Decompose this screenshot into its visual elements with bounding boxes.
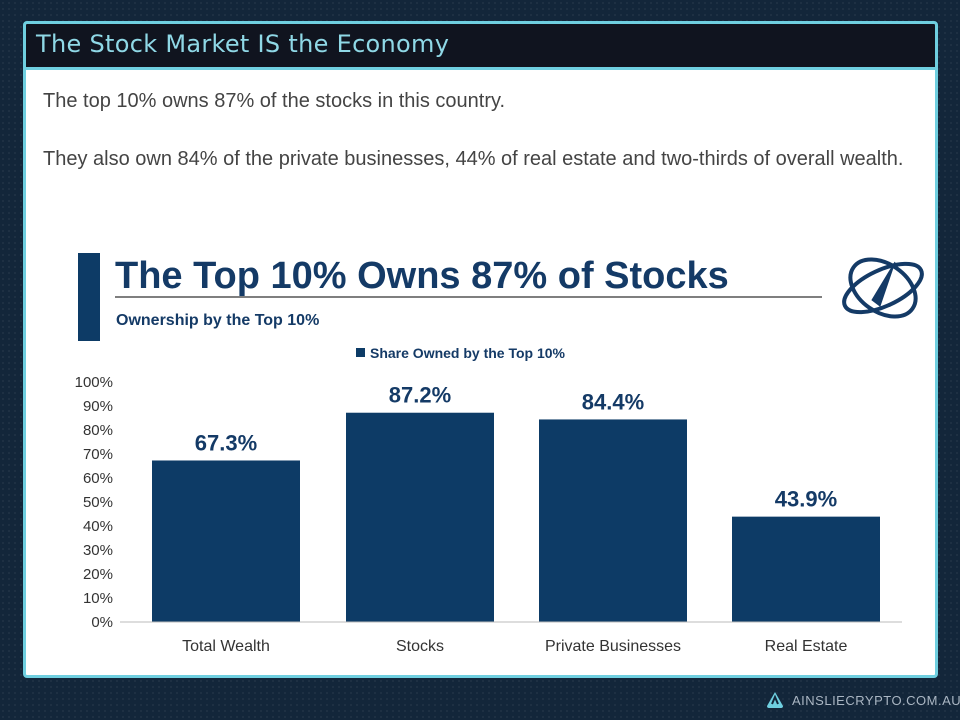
x-category-label: Total Wealth	[182, 638, 270, 655]
y-tick-label: 70%	[83, 446, 113, 463]
ainslie-logo-icon	[767, 692, 783, 708]
y-tick-label: 20%	[83, 566, 113, 583]
y-tick-label: 90%	[83, 398, 113, 415]
y-tick-label: 50%	[83, 494, 113, 511]
bar	[539, 419, 687, 622]
bar	[732, 516, 880, 622]
footer-url: AINSLIECRYPTO.COM.AU	[792, 692, 960, 708]
y-tick-label: 80%	[83, 422, 113, 439]
y-tick-label: 100%	[75, 374, 113, 391]
bar	[152, 460, 300, 622]
chart-subtitle: Ownership by the Top 10%	[116, 312, 319, 329]
y-tick-label: 30%	[83, 542, 113, 559]
title-accent-bar	[78, 253, 100, 341]
x-category-label: Stocks	[396, 638, 444, 655]
y-tick-label: 10%	[83, 590, 113, 607]
slide-title-bar: The Stock Market IS the Economy	[26, 24, 935, 70]
legend-swatch	[356, 348, 365, 357]
x-category-label: Private Businesses	[545, 638, 681, 655]
y-tick-label: 40%	[83, 518, 113, 535]
rocket-orbit-logo-icon	[842, 257, 924, 319]
slide-title: The Stock Market IS the Economy	[36, 30, 450, 58]
y-tick-label: 60%	[83, 470, 113, 487]
paragraph-1: The top 10% owns 87% of the stocks in th…	[43, 90, 506, 112]
data-label: 43.9%	[775, 487, 837, 512]
data-label: 67.3%	[195, 430, 257, 455]
paragraph-2: They also own 84% of the private busines…	[43, 148, 904, 170]
bar	[346, 412, 494, 622]
legend-label: Share Owned by the Top 10%	[370, 345, 566, 361]
x-category-label: Real Estate	[765, 638, 848, 655]
chart-title: The Top 10% Owns 87% of Stocks	[115, 255, 729, 297]
y-tick-label: 0%	[91, 614, 113, 631]
data-label: 87.2%	[389, 383, 451, 408]
data-label: 84.4%	[582, 389, 644, 414]
footer-brand: AINSLIECRYPTO.COM.AU	[766, 691, 960, 709]
